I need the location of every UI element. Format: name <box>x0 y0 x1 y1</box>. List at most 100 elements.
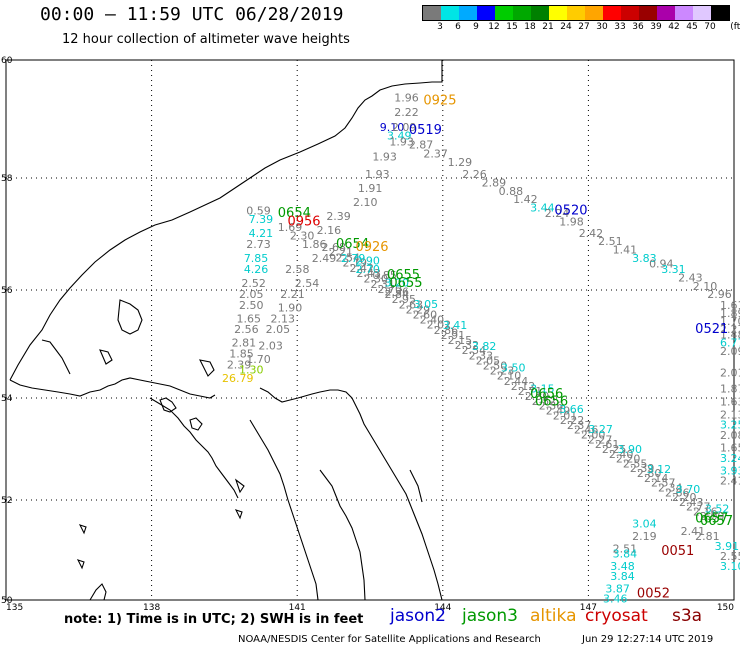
wave-height-value: 2.08 <box>720 429 740 442</box>
wave-height-value: 1.70 <box>720 315 740 328</box>
wave-height-value: 1.42 <box>513 193 538 206</box>
track-value: 2.49 <box>546 404 571 417</box>
track-value: 2.42 <box>350 262 375 275</box>
track-value: 2.34 <box>658 482 683 495</box>
dense-track-values: 2.682.212.542.192.422.432.302.312.702.84… <box>321 241 729 523</box>
wave-height-value: 0.88 <box>499 185 524 198</box>
wave-height-value: 7.39 <box>249 213 274 226</box>
wave-height-value: 2.05 <box>266 323 291 336</box>
wave-height-value: 1.65 <box>720 442 740 455</box>
wave-height-value: 2.27 <box>720 323 740 336</box>
track-value: 2.54 <box>462 344 487 357</box>
wave-height-value: 2.51 <box>598 235 623 248</box>
wave-height-value: 2.49 <box>312 252 337 265</box>
color-bar-swatch <box>549 6 567 20</box>
pass-time-label: 0519 <box>409 123 442 138</box>
color-bar-tick: 30 <box>596 22 608 32</box>
track-value: 2.86 <box>434 324 459 337</box>
pass-time-label: 0051 <box>661 544 694 559</box>
wave-height-value: 3.04 <box>632 518 657 531</box>
track-value: 2.95 <box>392 293 417 306</box>
latitude-labels: 60 58 56 54 52 50 <box>1 56 13 606</box>
wave-height-value: 0.94 <box>649 258 674 271</box>
wave-height-value: 3.49 <box>387 130 412 143</box>
track-value: 2.29 <box>406 303 431 316</box>
wave-height-value: 7.85 <box>244 252 269 265</box>
track-value: 2.84 <box>385 288 410 301</box>
color-bar-swatch <box>531 6 549 20</box>
track-value: 2.19 <box>342 257 367 270</box>
color-bar-tick: 42 <box>668 22 680 32</box>
longitude-label: 147 <box>580 603 597 613</box>
wave-height-value: 2.96 <box>707 288 732 301</box>
track-value: 2.46 <box>574 424 599 437</box>
track-value: 2.44 <box>504 375 529 388</box>
wave-height-value: 3.93 <box>720 465 740 478</box>
wave-height-value: 3.84 <box>610 570 635 583</box>
pass-time-label: 0655 <box>387 268 420 283</box>
pass-time-label: 0925 <box>423 93 456 108</box>
wave-height-value: 1.89 <box>720 307 740 320</box>
wave-height-value: 3.84 <box>613 548 638 561</box>
footer-credit: NOAA/NESDIS Center for Satellite Applica… <box>238 634 541 645</box>
wave-height-value: 1.96 <box>394 91 419 104</box>
longitude-labels: 135 138 141 144 147 150 <box>6 603 734 613</box>
note-text: note: 1) Time is in UTC; 2) SWH is in fe… <box>64 612 364 627</box>
latitude-label: 52 <box>1 496 12 506</box>
track-value: 2.43 <box>357 267 382 280</box>
wave-height-value: 1.41 <box>613 244 638 257</box>
wave-height-value: 3.31 <box>661 263 686 276</box>
wave-height-value: 1.85 <box>229 348 254 361</box>
wave-height-value: 3.25 <box>720 419 740 432</box>
color-bar-swatch <box>495 6 513 20</box>
wave-height-value: 1.93 <box>365 168 390 181</box>
color-bar-tick: 24 <box>560 22 572 32</box>
color-bar-swatch <box>675 6 693 20</box>
wave-height-value: 2.13 <box>720 408 740 421</box>
wave-height-value: 2.10 <box>353 196 378 209</box>
color-bar-tick: 27 <box>578 22 590 32</box>
wave-height-value: 26.79 <box>222 372 254 385</box>
color-bar-swatch <box>639 6 657 20</box>
wave-height-value: 3.10 <box>720 560 740 573</box>
track-value: 3.15 <box>530 383 555 396</box>
wave-height-value: 1.98 <box>559 216 584 229</box>
footer-timestamp: Jun 29 12:27:14 UTC 2019 <box>582 634 714 645</box>
track-value: 2.10 <box>497 370 522 383</box>
wave-height-value: 2.13 <box>271 312 296 325</box>
longitude-label: 135 <box>6 603 23 613</box>
color-bar-tick: 70 <box>704 22 716 32</box>
pass-time-label: 0657 <box>700 514 733 529</box>
wave-height-value: 1.30 <box>239 364 264 377</box>
track-value: 2.77 <box>686 501 711 514</box>
track-value: 2.23 <box>490 365 515 378</box>
color-bar-tick: 9 <box>473 22 479 32</box>
wave-height-value: 1.93 <box>372 150 397 163</box>
satellite-legend-item: altika <box>530 606 577 626</box>
track-value: 2.61 <box>595 438 620 451</box>
wave-height-value: 0.59 <box>246 204 270 217</box>
track-value: 2.30 <box>364 273 389 286</box>
track-value: 2.55 <box>623 457 648 470</box>
satellite-legend-item: cryosat <box>585 606 648 626</box>
track-value: 2.14 <box>644 472 669 485</box>
wave-height-value: 2.39 <box>326 210 351 223</box>
track-value: 2.16 <box>693 505 718 518</box>
wave-height-value: 3.48 <box>610 560 635 573</box>
lat-lon-grid <box>6 60 734 600</box>
wave-height-value: 2.03 <box>258 339 283 352</box>
wave-height-value: 2.70 <box>355 263 380 276</box>
wave-height-value: 2.43 <box>678 272 703 285</box>
track-value: 2.63 <box>399 298 424 311</box>
wave-height-value: 1.93 <box>389 136 414 149</box>
track-value: 2.60 <box>413 309 438 322</box>
track-value: 2.71 <box>518 385 543 398</box>
wave-height-value: 2.16 <box>317 224 342 237</box>
color-bar-tick: 33 <box>614 22 626 32</box>
track-value: 2.15 <box>448 334 473 347</box>
color-bar-tick: 18 <box>524 22 536 32</box>
wave-height-value: 2.42 <box>579 227 604 240</box>
track-value: 2.00 <box>581 429 606 442</box>
wave-height-value: 2.09 <box>392 121 417 134</box>
page-subtitle: 12 hour collection of altimeter wave hei… <box>62 32 350 47</box>
